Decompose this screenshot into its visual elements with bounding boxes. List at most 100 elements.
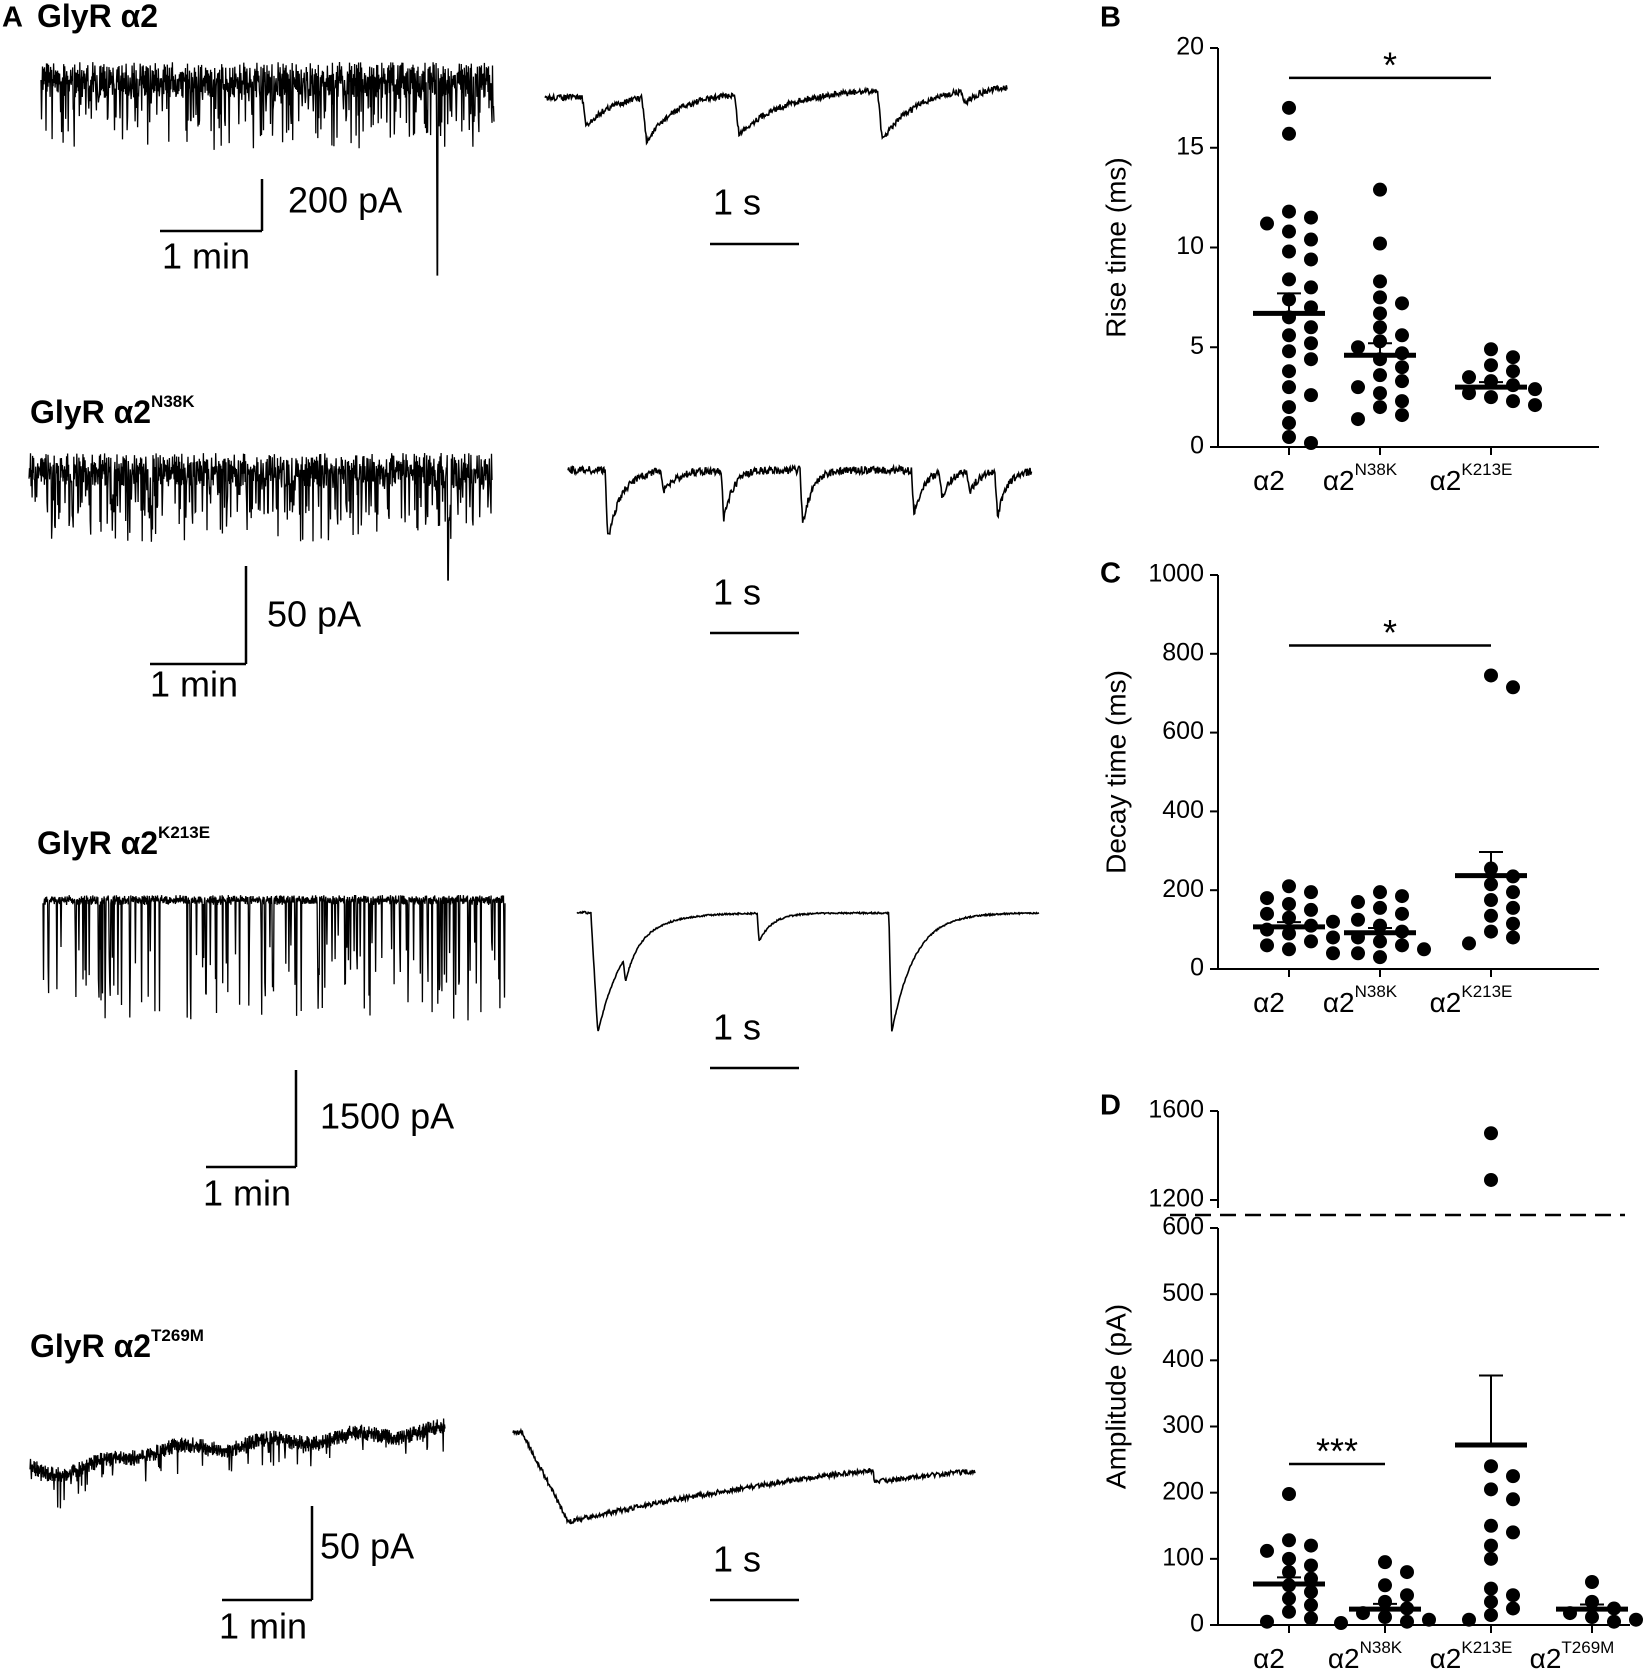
y-tick-label: 5	[1190, 332, 1204, 360]
x-tick-label: α2	[1253, 465, 1285, 496]
data-point	[1282, 204, 1296, 219]
data-point	[1506, 1469, 1520, 1484]
data-point	[1506, 916, 1520, 931]
data-point	[1304, 352, 1318, 367]
data-point	[1334, 1616, 1348, 1631]
data-point	[1282, 100, 1296, 115]
data-point	[1506, 1588, 1520, 1603]
y-tick-label: 200	[1162, 1477, 1204, 1505]
data-point	[1282, 1604, 1296, 1619]
data-point	[1506, 394, 1520, 409]
data-point	[1484, 668, 1498, 683]
data-point	[1326, 946, 1340, 961]
trace	[29, 1418, 446, 1509]
row-title-base: GlyR α2	[30, 394, 151, 430]
data-point	[1395, 408, 1409, 423]
data-point	[1282, 879, 1296, 894]
y-tick-label: 500	[1162, 1279, 1204, 1307]
data-point	[1585, 1574, 1599, 1589]
data-point	[1484, 1581, 1498, 1596]
data-point	[1373, 918, 1387, 933]
significance-label: *	[1383, 44, 1397, 85]
y-tick-label: 0	[1190, 432, 1204, 460]
data-point	[1395, 296, 1409, 311]
data-point	[1351, 912, 1365, 927]
scale-label: 1 min	[150, 664, 238, 705]
data-point	[1304, 320, 1318, 335]
data-point	[1260, 906, 1274, 921]
x-tick-label-sup: K213E	[1461, 460, 1512, 479]
data-point	[1282, 380, 1296, 395]
data-point	[1373, 950, 1387, 965]
data-point	[1585, 1610, 1599, 1625]
row-title-sup: K213E	[158, 823, 210, 842]
data-point	[1373, 182, 1387, 197]
data-point	[1304, 1538, 1318, 1553]
x-tick-label-sup: K213E	[1461, 1638, 1512, 1657]
data-point	[1484, 1172, 1498, 1187]
data-point	[1282, 126, 1296, 141]
data-point	[1400, 1614, 1414, 1629]
data-point	[1400, 1588, 1414, 1603]
x-tick-label-sup: T269M	[1561, 1638, 1614, 1657]
data-point	[1629, 1612, 1643, 1627]
data-point	[1282, 1551, 1296, 1566]
data-point	[1506, 680, 1520, 695]
x-tick-label: α2K213E	[1430, 1638, 1513, 1674]
x-tick-label-base: α2	[1530, 1643, 1562, 1674]
data-point	[1484, 1538, 1498, 1553]
data-point	[1282, 430, 1296, 445]
y-axis-label: Decay time (ms)	[1100, 670, 1131, 874]
y-axis-label: Rise time (ms)	[1100, 157, 1131, 337]
data-point	[1304, 1611, 1318, 1626]
data-point	[1260, 891, 1274, 906]
data-point	[1373, 386, 1387, 401]
trace	[40, 61, 495, 276]
data-point	[1484, 924, 1498, 939]
y-tick-label: 0	[1190, 954, 1204, 982]
y-tick-label: 0	[1190, 1610, 1204, 1638]
data-point	[1484, 877, 1498, 892]
data-point	[1351, 340, 1365, 355]
data-point	[1351, 412, 1365, 427]
data-point	[1484, 1608, 1498, 1623]
trace	[42, 894, 506, 1021]
data-point	[1260, 216, 1274, 231]
x-tick-label-sup: N38K	[1355, 982, 1398, 1001]
data-point	[1528, 382, 1542, 397]
data-point	[1484, 390, 1498, 405]
y-tick-label: 200	[1162, 875, 1204, 903]
data-point	[1395, 906, 1409, 921]
data-point	[1282, 328, 1296, 343]
x-tick-label: α2N38K	[1328, 1638, 1403, 1674]
data-point	[1282, 1533, 1296, 1548]
panel-label: B	[1100, 2, 1121, 34]
significance-label: ***	[1316, 1431, 1358, 1472]
row-title-base: GlyR α2	[37, 825, 158, 861]
data-point	[1378, 1610, 1392, 1625]
data-point	[1304, 902, 1318, 917]
y-tick-label: 1000	[1148, 560, 1204, 588]
data-point	[1351, 895, 1365, 910]
panel-label: C	[1100, 558, 1121, 590]
data-point	[1304, 934, 1318, 949]
data-point	[1304, 252, 1318, 267]
data-point	[1422, 1612, 1436, 1627]
y-tick-label: 1600	[1148, 1096, 1204, 1124]
data-point	[1462, 370, 1476, 385]
data-point	[1528, 398, 1542, 413]
data-point	[1484, 1551, 1498, 1566]
row-title: GlyR α2K213E	[37, 823, 210, 861]
data-point	[1506, 350, 1520, 365]
y-tick-label: 400	[1162, 796, 1204, 824]
x-tick-label-base: α2	[1430, 987, 1462, 1018]
data-point	[1304, 1598, 1318, 1613]
data-point	[1304, 280, 1318, 295]
data-point	[1282, 1591, 1296, 1606]
data-point	[1373, 236, 1387, 251]
data-point	[1282, 344, 1296, 359]
data-point	[1484, 358, 1498, 373]
zoom-trace	[576, 910, 1040, 1032]
scale-label: 1 s	[713, 1539, 761, 1580]
data-point	[1326, 914, 1340, 929]
